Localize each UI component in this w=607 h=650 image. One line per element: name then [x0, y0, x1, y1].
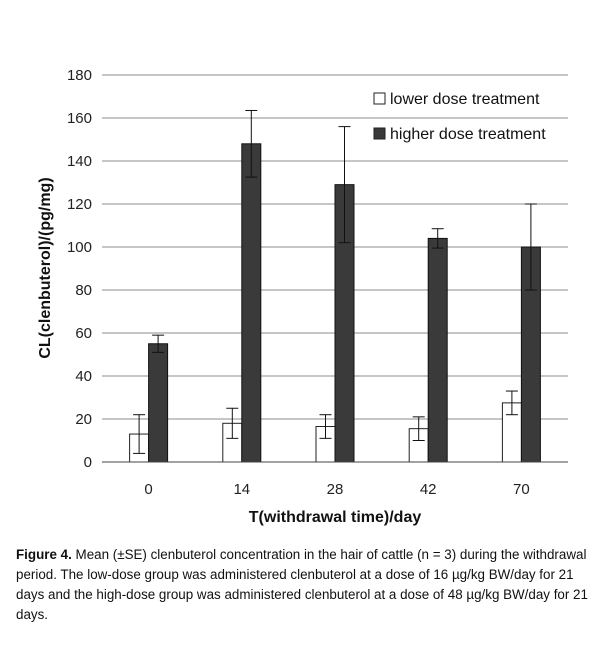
legend-label-lower-dose: lower dose treatment — [390, 91, 540, 108]
caption-text: Mean (±SE) clenbuterol concentration in … — [16, 547, 588, 622]
y-tick-label: 80 — [75, 282, 92, 299]
figure-caption: Figure 4. Mean (±SE) clenbuterol concent… — [16, 545, 592, 625]
bar-chart: 0 20 40 60 80 100 120 140 160 180 0 14 28 42 70 T(wit… — [37, 67, 568, 526]
y-tick-label: 140 — [67, 153, 92, 170]
x-axis-ticks: 0 14 28 42 70 — [144, 481, 529, 498]
x-tick-label: 0 — [144, 481, 152, 498]
bar-higher-dose — [241, 143, 262, 463]
x-tick-label: 70 — [513, 481, 530, 498]
y-tick-label: 40 — [75, 368, 92, 385]
y-axis-ticks: 0 20 40 60 80 100 120 140 160 180 — [67, 67, 92, 471]
x-axis-title: T(withdrawal time)/day — [249, 509, 422, 526]
y-tick-label: 100 — [67, 239, 92, 256]
y-tick-label: 120 — [67, 196, 92, 213]
bar-higher-dose — [148, 343, 169, 463]
legend-swatch-lower-dose — [373, 92, 386, 105]
y-axis-title: CL(clenbuterol)/(pg/mg) — [37, 177, 54, 358]
caption-label: Figure 4. — [16, 547, 72, 562]
x-tick-label: 14 — [233, 481, 250, 498]
x-tick-label: 42 — [420, 481, 437, 498]
y-tick-label: 20 — [75, 411, 92, 428]
y-tick-label: 180 — [67, 67, 92, 84]
y-tick-label: 60 — [75, 325, 92, 342]
legend-swatch-higher-dose — [373, 127, 386, 140]
bar-higher-dose — [427, 237, 448, 463]
legend: lower dose treatment higher dose treatme… — [373, 91, 546, 143]
y-tick-label: 160 — [67, 110, 92, 127]
x-tick-label: 28 — [327, 481, 344, 498]
bars — [129, 109, 541, 463]
legend-label-higher-dose: higher dose treatment — [390, 126, 546, 143]
y-tick-label: 0 — [84, 454, 92, 471]
